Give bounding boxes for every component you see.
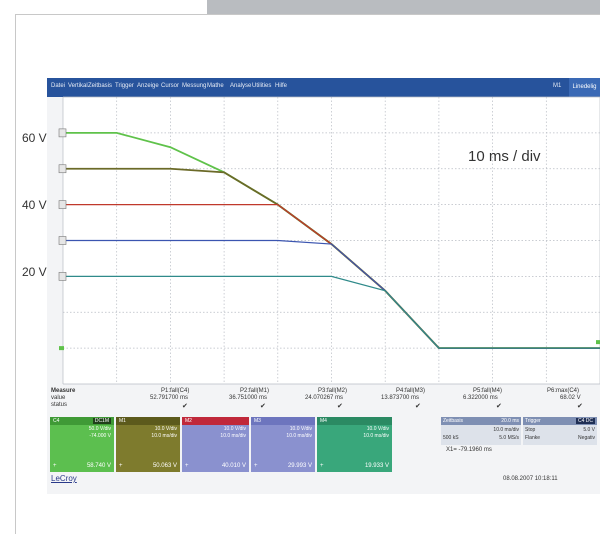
- channel-name: C4: [53, 418, 60, 424]
- measure-col-3-name: P3:fall(M2): [318, 388, 348, 394]
- trigger-mode: Stop: [525, 427, 536, 433]
- trigger-level: 5.0 V: [583, 427, 595, 433]
- menu-item-hilfe[interactable]: Hilfe: [275, 83, 288, 89]
- series-line-5: [63, 275, 600, 349]
- measure-row-value: value: [51, 395, 66, 401]
- measure-header: Measure: [51, 388, 76, 394]
- channel-timebase: 10.0 ms/div: [220, 433, 246, 439]
- status-check-1: ✔: [182, 403, 188, 410]
- right-marker: [596, 340, 600, 345]
- menu-item-anzeige[interactable]: Anzeige: [137, 83, 159, 89]
- menu-bar: M1 Linedelig Datei Vertikal Zeitbasis Trigg…: [47, 78, 600, 97]
- menu-item-trigger[interactable]: Trigger: [115, 83, 134, 89]
- cursor-plus-icon: +: [185, 463, 189, 469]
- timebase-box[interactable]: Zeitbasis 20.0 ms 10.0 ms/div 500 kS 5.0…: [441, 417, 521, 445]
- plot-series: [62, 131, 600, 350]
- y-label-20: 20 V: [22, 265, 47, 279]
- channel-name: M3: [254, 418, 261, 424]
- timebase-samples: 500 kS: [443, 435, 459, 441]
- menu-item-analyse[interactable]: Analyse: [230, 83, 252, 89]
- timebase-label: Zeitbasis: [443, 418, 464, 424]
- trigger-slope: Negativ: [578, 435, 595, 441]
- timebase-per-div: 10.0 ms/div: [493, 427, 519, 433]
- status-check-4: ✔: [415, 403, 421, 410]
- channel-timebase: 10.0 ms/div: [286, 433, 312, 439]
- trigger-badge: C4 DC: [575, 418, 595, 424]
- channel-scale: 50.0 V/div: [88, 426, 111, 432]
- menu-item-utilities[interactable]: Utilities: [252, 83, 272, 89]
- menu-item-messung[interactable]: Messung: [182, 83, 207, 89]
- channel-offset: -74.000 V: [89, 433, 111, 439]
- timebase-rate: 5.0 MS/s: [499, 435, 519, 441]
- y-label-60: 60 V: [22, 131, 47, 145]
- channel-name: M4: [320, 418, 327, 424]
- channel-box-m3[interactable]: M3 10.0 V/div 10.0 ms/div + 29.993 V: [251, 417, 315, 472]
- menu-right-button[interactable]: Linedelig: [569, 78, 600, 97]
- channel-level-marker-5: [58, 272, 67, 281]
- channel-reading: 50.063 V: [152, 463, 177, 469]
- channel-level-marker-3: [58, 200, 67, 209]
- channel-reading: 58.740 V: [86, 463, 111, 469]
- ground-marker: [59, 346, 64, 351]
- channel-level-marker-1: [58, 128, 67, 138]
- coupling-badge: DC1M: [92, 418, 111, 424]
- channel-level-marker-4: [58, 236, 67, 245]
- measure-col-3-value: 24.070267 ms: [305, 395, 344, 401]
- cursor-plus-icon: +: [53, 463, 57, 469]
- status-check-2: ✔: [260, 403, 266, 410]
- time-per-div-label: 10 ms / div: [468, 148, 541, 165]
- menu-item-mathe[interactable]: Mathe: [207, 83, 224, 89]
- menu-item-zeitbasis[interactable]: Zeitbasis: [88, 83, 113, 89]
- channel-scale: 10.0 V/div: [366, 426, 389, 432]
- measure-col-5-name: P5:fall(M4): [473, 388, 503, 394]
- top-banner: [207, 0, 600, 14]
- measure-col-5-value: 6.322000 ms: [463, 395, 498, 401]
- channel-reading: 29.993 V: [287, 463, 312, 469]
- channel-reading: 19.933 V: [364, 463, 389, 469]
- measure-col-4-value: 13.873700 ms: [381, 395, 420, 401]
- menu-item-vertikal[interactable]: Vertikal: [68, 83, 88, 89]
- trigger-label: Trigger: [525, 418, 541, 424]
- cursor-plus-icon: +: [320, 463, 324, 469]
- channel-timebase: 10.0 ms/div: [151, 433, 177, 439]
- lecroy-logo: LeCroy: [51, 474, 77, 483]
- status-check-5: ✔: [496, 403, 502, 410]
- trigger-box[interactable]: Trigger C4 DC Stop 5.0 V Flanke Negativ: [523, 417, 597, 445]
- measure-col-1-value: 52.791700 ms: [150, 395, 189, 401]
- channel-level-marker-2: [58, 164, 67, 174]
- timebase-value: 20.0 ms: [501, 418, 519, 424]
- channel-box-m1[interactable]: M1 10.0 V/div 10.0 ms/div + 50.063 V: [116, 417, 180, 472]
- channel-markers: [58, 128, 600, 351]
- measure-col-2-name: P2:fall(M1): [240, 388, 270, 394]
- cursor-plus-icon: +: [119, 463, 123, 469]
- status-check-3: ✔: [337, 403, 343, 410]
- menu-item-cursor[interactable]: Cursor: [161, 83, 180, 89]
- measure-col-4-name: P4:fall(M3): [396, 388, 426, 394]
- channel-scale: 10.0 V/div: [154, 426, 177, 432]
- channel-name: M2: [185, 418, 192, 424]
- y-label-40: 40 V: [22, 198, 47, 212]
- channel-scale: 10.0 V/div: [223, 426, 246, 432]
- timestamp: 08.08.2007 10:18:11: [503, 476, 558, 482]
- channel-name: M1: [119, 418, 126, 424]
- measure-col-6-value: 68.02 V: [560, 395, 581, 401]
- trigger-type: Flanke: [525, 435, 541, 441]
- measure-col-1-name: P1:fall(C4): [161, 388, 190, 394]
- menu-id-label: M1: [553, 83, 562, 89]
- status-check-6: ✔: [577, 403, 583, 410]
- channel-scale: 10.0 V/div: [289, 426, 312, 432]
- measure-col-6-name: P6:max(C4): [547, 388, 580, 394]
- menu-item-datei[interactable]: Datei: [51, 83, 66, 89]
- channel-box-m4[interactable]: M4 10.0 V/div 10.0 ms/div + 19.933 V: [317, 417, 392, 472]
- oscilloscope-screen: M1 Linedelig Datei Vertikal Zeitbasis Trigg…: [47, 78, 600, 494]
- measure-col-2-value: 36.751000 ms: [229, 395, 268, 401]
- channel-reading: 40.010 V: [221, 463, 246, 469]
- channel-box-c4[interactable]: C4 DC1M 50.0 V/div -74.000 V + 58.740 V: [50, 417, 114, 472]
- channel-box-m2[interactable]: M2 10.0 V/div 10.0 ms/div + 40.010 V: [182, 417, 249, 472]
- measure-row-status: status: [51, 402, 68, 408]
- cursor-plus-icon: +: [254, 463, 258, 469]
- channel-timebase: 10.0 ms/div: [363, 433, 389, 439]
- waveform-plot: [58, 96, 600, 385]
- cursor-readout: X1= -79.1960 ms: [446, 447, 492, 453]
